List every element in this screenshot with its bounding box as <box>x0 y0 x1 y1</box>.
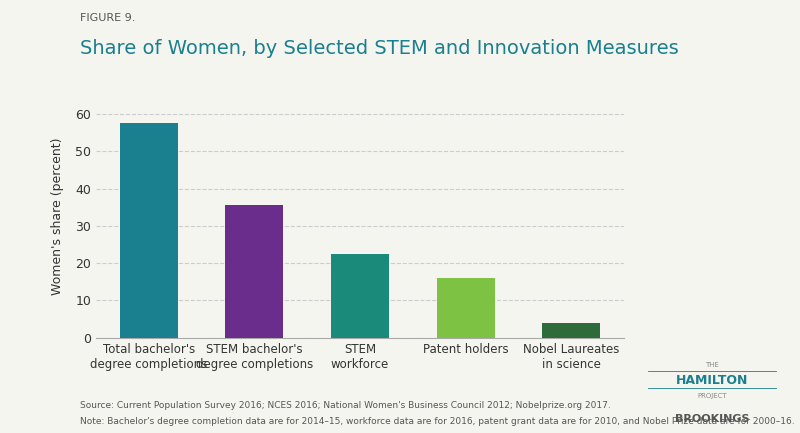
Text: FIGURE 9.: FIGURE 9. <box>80 13 135 23</box>
Y-axis label: Women's share (percent): Women's share (percent) <box>51 138 64 295</box>
Text: PROJECT: PROJECT <box>697 393 727 399</box>
Bar <box>331 254 389 338</box>
Text: BROOKINGS: BROOKINGS <box>674 414 750 424</box>
Bar <box>437 278 494 338</box>
Bar <box>226 205 283 338</box>
Text: THE: THE <box>705 362 719 368</box>
Bar <box>542 323 600 338</box>
Text: Note: Bachelor's degree completion data are for 2014–15, workforce data are for : Note: Bachelor's degree completion data … <box>80 417 794 426</box>
Text: Share of Women, by Selected STEM and Innovation Measures: Share of Women, by Selected STEM and Inn… <box>80 39 678 58</box>
Bar <box>120 123 178 338</box>
Text: Source: Current Population Survey 2016; NCES 2016; National Women's Business Cou: Source: Current Population Survey 2016; … <box>80 401 610 410</box>
Text: HAMILTON: HAMILTON <box>676 374 748 387</box>
